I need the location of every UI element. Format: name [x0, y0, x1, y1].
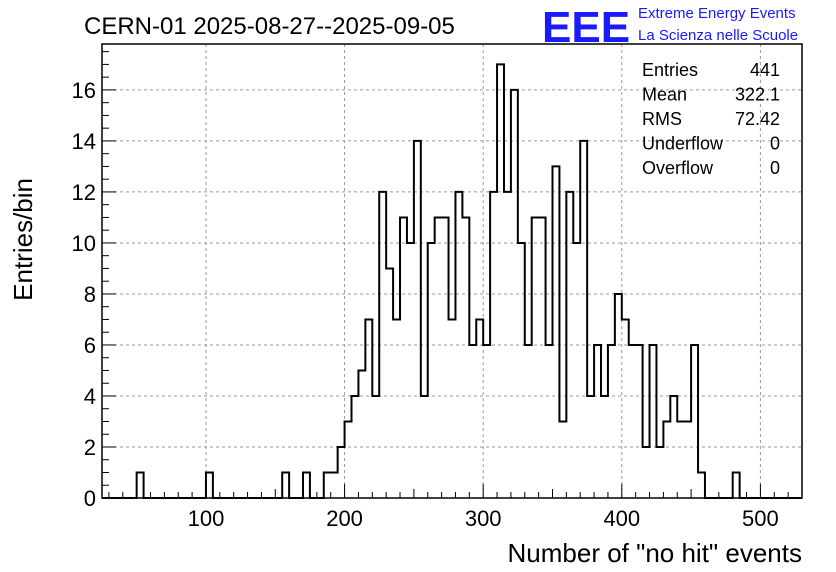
y-tick-label: 4 — [84, 384, 96, 409]
histogram-bin — [546, 345, 553, 498]
histogram-bin — [338, 447, 345, 498]
logo-line-1: Extreme Energy Events — [638, 5, 796, 22]
histogram-bin — [650, 345, 657, 498]
histogram-bin — [684, 421, 691, 498]
y-tick-label: 6 — [84, 333, 96, 358]
y-tick-label: 2 — [84, 435, 96, 460]
histogram-bin — [137, 472, 144, 498]
histogram-bin — [580, 141, 587, 498]
histogram-bin — [324, 472, 331, 498]
y-tick-label: 12 — [72, 180, 96, 205]
histogram-bin — [552, 166, 559, 498]
histogram-bin — [539, 217, 546, 498]
histogram-bin — [331, 472, 338, 498]
histogram-bin — [462, 217, 469, 498]
histogram-bin — [442, 217, 449, 498]
histogram-bin — [518, 243, 525, 498]
histogram-bin — [566, 192, 573, 498]
x-tick-label: 500 — [742, 506, 779, 531]
histogram-bin — [636, 345, 643, 498]
stat-value: 0 — [770, 134, 780, 154]
x-tick-label: 300 — [465, 506, 502, 531]
histogram-bin — [421, 396, 428, 498]
histogram-bin — [698, 472, 705, 498]
histogram-bin — [455, 192, 462, 498]
stat-value: 0 — [770, 158, 780, 178]
y-axis-ticks: 0 2 4 6 8 10 12 14 16 — [72, 51, 116, 511]
eee-logo: EEE Extreme Energy Events La Scienza nel… — [542, 3, 798, 52]
histogram-bin — [504, 192, 511, 498]
histogram-bin — [670, 396, 677, 498]
grid — [102, 44, 802, 498]
plot-frame — [101, 43, 803, 499]
y-tick-label: 16 — [72, 78, 96, 103]
y-tick-label: 10 — [72, 231, 96, 256]
x-tick-label: 100 — [188, 506, 225, 531]
x-tick-label: 200 — [326, 506, 363, 531]
histogram-bin — [559, 421, 566, 498]
histogram-bin — [365, 319, 372, 498]
histogram-bin — [414, 141, 421, 498]
histogram-bin — [358, 370, 365, 498]
histogram-bin — [656, 447, 663, 498]
y-tick-label: 8 — [84, 282, 96, 307]
x-axis-label: Number of "no hit" events — [508, 538, 803, 568]
x-axis-ticks: 100 200 300 400 500 — [108, 484, 803, 531]
histogram-bin — [601, 396, 608, 498]
histogram-bin — [594, 345, 601, 498]
stat-label: Overflow — [642, 158, 714, 178]
histogram-bin — [303, 472, 310, 498]
histogram-bin — [733, 472, 740, 498]
stat-label: Entries — [642, 60, 698, 80]
x-tick-label: 400 — [603, 506, 640, 531]
y-tick-label: 0 — [84, 486, 96, 511]
histogram-bin — [345, 421, 352, 498]
histogram-bin — [643, 447, 650, 498]
histogram-bin — [511, 90, 518, 498]
histogram-bin — [608, 345, 615, 498]
chart-title: CERN-01 2025-08-27--2025-09-05 — [84, 13, 455, 40]
stats-box: Entries 441 Mean 322.1 RMS 72.42 Underflow 0 Ove… — [642, 60, 780, 178]
histogram-bin — [587, 396, 594, 498]
logo-line-2: La Scienza nelle Scuole — [638, 27, 798, 44]
histogram-bin — [490, 192, 497, 498]
histogram-bin — [615, 294, 622, 498]
histogram-bin — [677, 421, 684, 498]
histogram-bin — [379, 192, 386, 498]
y-axis-label: Entries/bin — [8, 178, 38, 301]
histogram-bin — [525, 345, 532, 498]
histogram-bin — [497, 64, 504, 498]
histogram-bin — [393, 319, 400, 498]
histogram-bin — [629, 345, 636, 498]
stat-value: 322.1 — [735, 85, 780, 105]
histogram-bin — [573, 243, 580, 498]
stat-label: Mean — [642, 85, 687, 105]
histogram-bin — [386, 268, 393, 498]
histogram-bin — [206, 472, 213, 498]
histogram-bin — [532, 217, 539, 498]
histogram-bin — [435, 217, 442, 498]
stat-value: 441 — [750, 60, 780, 80]
stat-value: 72.42 — [735, 109, 780, 129]
histogram-bin — [469, 345, 476, 498]
histogram-bin — [400, 217, 407, 498]
histogram-bin — [691, 345, 698, 498]
histogram-bin — [663, 421, 670, 498]
histogram-bin — [372, 396, 379, 498]
histogram-bin — [282, 472, 289, 498]
histogram-bin — [352, 396, 359, 498]
histogram-bin — [428, 243, 435, 498]
stat-label: RMS — [642, 109, 682, 129]
histogram-bin — [449, 319, 456, 498]
histogram-bin — [476, 319, 483, 498]
y-tick-label: 14 — [72, 129, 96, 154]
histogram-bin — [407, 243, 414, 498]
histogram-bin — [622, 319, 629, 498]
histogram-bin — [483, 345, 490, 498]
stat-label: Underflow — [642, 134, 724, 154]
